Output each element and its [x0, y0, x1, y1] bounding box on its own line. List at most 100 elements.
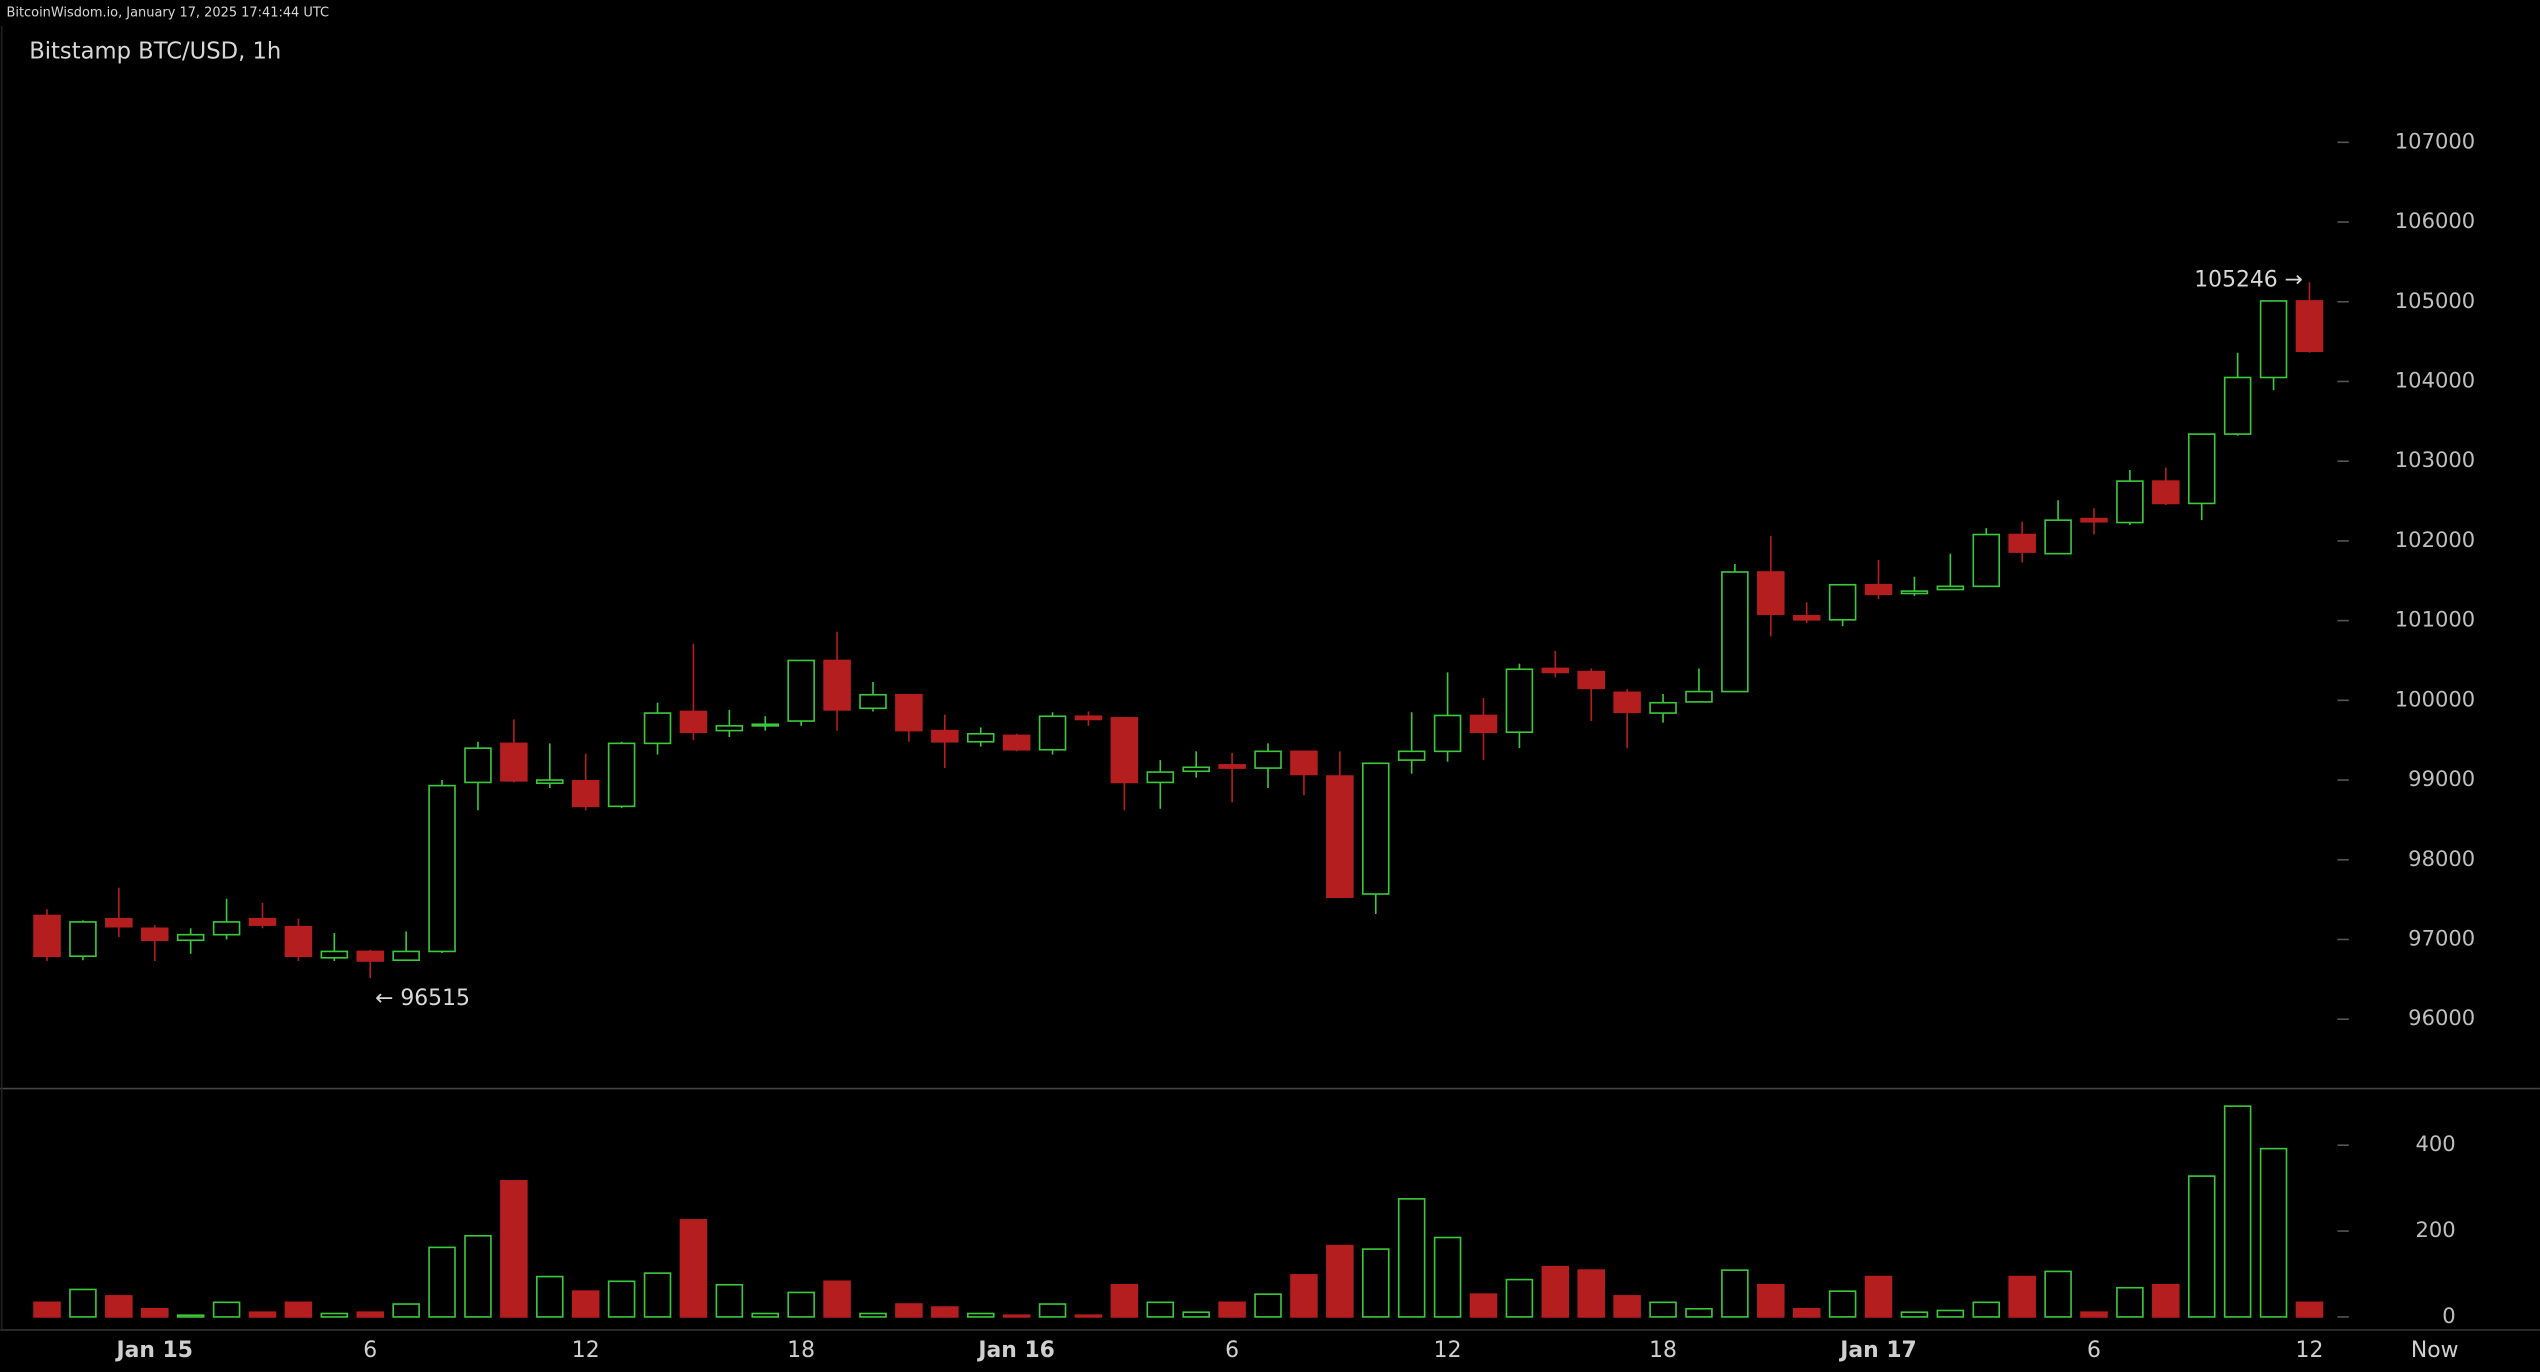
volume-bar	[1900, 1311, 1929, 1318]
volume-bar	[1146, 1301, 1175, 1318]
volume-bar	[428, 1246, 456, 1318]
candle-body	[931, 729, 959, 743]
volume-bar	[2152, 1283, 2180, 1318]
x-tick-label: 12	[2296, 1338, 2324, 1363]
volume-bar	[1792, 1307, 1821, 1318]
candle-body	[1326, 775, 1354, 899]
extreme-annotation: 105246 →	[2194, 268, 2303, 293]
candle-body	[356, 950, 384, 962]
volume-bar	[2223, 1105, 2252, 1318]
candle-body	[607, 742, 636, 808]
volume-bar	[1469, 1293, 1498, 1318]
chart-title: Bitstamp BTC/USD, 1h	[29, 38, 281, 64]
candle-body	[392, 950, 420, 961]
candle-body	[105, 917, 133, 928]
volume-bar	[1649, 1301, 1677, 1318]
candle-body	[1290, 750, 1318, 776]
x-tick-label: Jan 15	[115, 1338, 193, 1363]
volume-bar	[1002, 1314, 1031, 1318]
candle-body	[284, 925, 313, 958]
volume-bar	[1326, 1244, 1354, 1318]
volume-bar	[392, 1303, 420, 1318]
y-tick-label: 100000	[2395, 686, 2475, 711]
volume-bar	[1577, 1269, 1605, 1318]
candle-body	[1721, 571, 1749, 693]
y-tick-label: 99000	[2408, 766, 2475, 791]
y-tick-label: 98000	[2408, 846, 2475, 871]
volume-bar	[105, 1295, 133, 1318]
volume-bar	[248, 1311, 277, 1318]
volume-bar	[1218, 1301, 1246, 1318]
candle-body	[2295, 300, 2324, 352]
candle-body	[1218, 764, 1246, 769]
x-tick-label: Jan 17	[1838, 1338, 1916, 1363]
candle-body	[1541, 667, 1570, 674]
candle-body	[1613, 691, 1641, 714]
y-tick-label: 102000	[2395, 527, 2475, 552]
volume-tick-label: 200	[2416, 1217, 2456, 1242]
volume-bar	[2187, 1175, 2216, 1318]
now-label: Now	[2411, 1338, 2459, 1363]
volume-bar	[1505, 1278, 1534, 1318]
volume-tick-label: 400	[2416, 1131, 2456, 1156]
y-tick-label: 107000	[2395, 128, 2475, 153]
volume-bar	[1685, 1307, 1713, 1318]
x-tick-label: 6	[2087, 1338, 2101, 1363]
volume-bar	[2116, 1286, 2144, 1318]
volume-bar	[1936, 1309, 1965, 1318]
volume-bar	[1290, 1274, 1318, 1318]
candle-body	[1792, 615, 1821, 621]
candle-body	[1936, 585, 1965, 591]
x-tick-label: 12	[572, 1338, 600, 1363]
volume-bar	[2044, 1270, 2072, 1318]
volume-bar	[1110, 1283, 1139, 1318]
volume-bar	[1828, 1290, 1857, 1318]
x-tick-label: 6	[1225, 1338, 1239, 1363]
volume-bar	[1038, 1303, 1067, 1318]
candle-body	[1361, 762, 1390, 895]
candle-body	[1038, 715, 1067, 751]
volume-bar	[500, 1180, 528, 1318]
y-tick-label: 105000	[2395, 288, 2475, 313]
candle-body	[1146, 771, 1175, 784]
candle-body	[69, 921, 97, 958]
volume-bar	[966, 1312, 995, 1318]
volume-bar	[1433, 1236, 1462, 1318]
volume-bar	[2008, 1275, 2036, 1318]
volume-bar	[2295, 1301, 2324, 1318]
candle-body	[2080, 517, 2108, 523]
volume-bar	[1721, 1269, 1749, 1318]
volume-bar	[212, 1301, 241, 1318]
candle-body	[1757, 571, 1785, 616]
candle-body	[895, 693, 923, 732]
volume-bar	[1757, 1283, 1785, 1318]
candle-body	[679, 710, 708, 734]
candle-body	[1864, 583, 1893, 596]
x-tick-label: 6	[363, 1338, 377, 1363]
site-stamp: BitcoinWisdom.io, January 17, 2025 17:41…	[7, 5, 330, 20]
y-tick-label: 104000	[2395, 367, 2475, 392]
volume-bar	[643, 1272, 672, 1318]
volume-bar	[33, 1301, 61, 1318]
y-tick-label: 97000	[2408, 925, 2475, 950]
x-tick-label: 12	[1434, 1338, 1462, 1363]
candle-body	[859, 693, 887, 710]
candle-body	[787, 659, 815, 722]
y-tick-label: 96000	[2408, 1005, 2475, 1030]
volume-bar	[823, 1280, 851, 1318]
volume-bar	[679, 1219, 708, 1318]
candle-body	[1110, 717, 1139, 784]
candle-body	[2259, 300, 2288, 379]
volume-bar	[1864, 1275, 1893, 1318]
candle-body	[2044, 519, 2072, 555]
candle-body	[823, 659, 851, 711]
volume-bar	[859, 1312, 887, 1318]
volume-bar	[787, 1291, 815, 1318]
candle-body	[176, 933, 205, 942]
volume-bar	[751, 1312, 780, 1318]
volume-bar	[464, 1234, 492, 1318]
candle-body	[1505, 668, 1534, 734]
volume-bar	[1972, 1301, 2001, 1318]
